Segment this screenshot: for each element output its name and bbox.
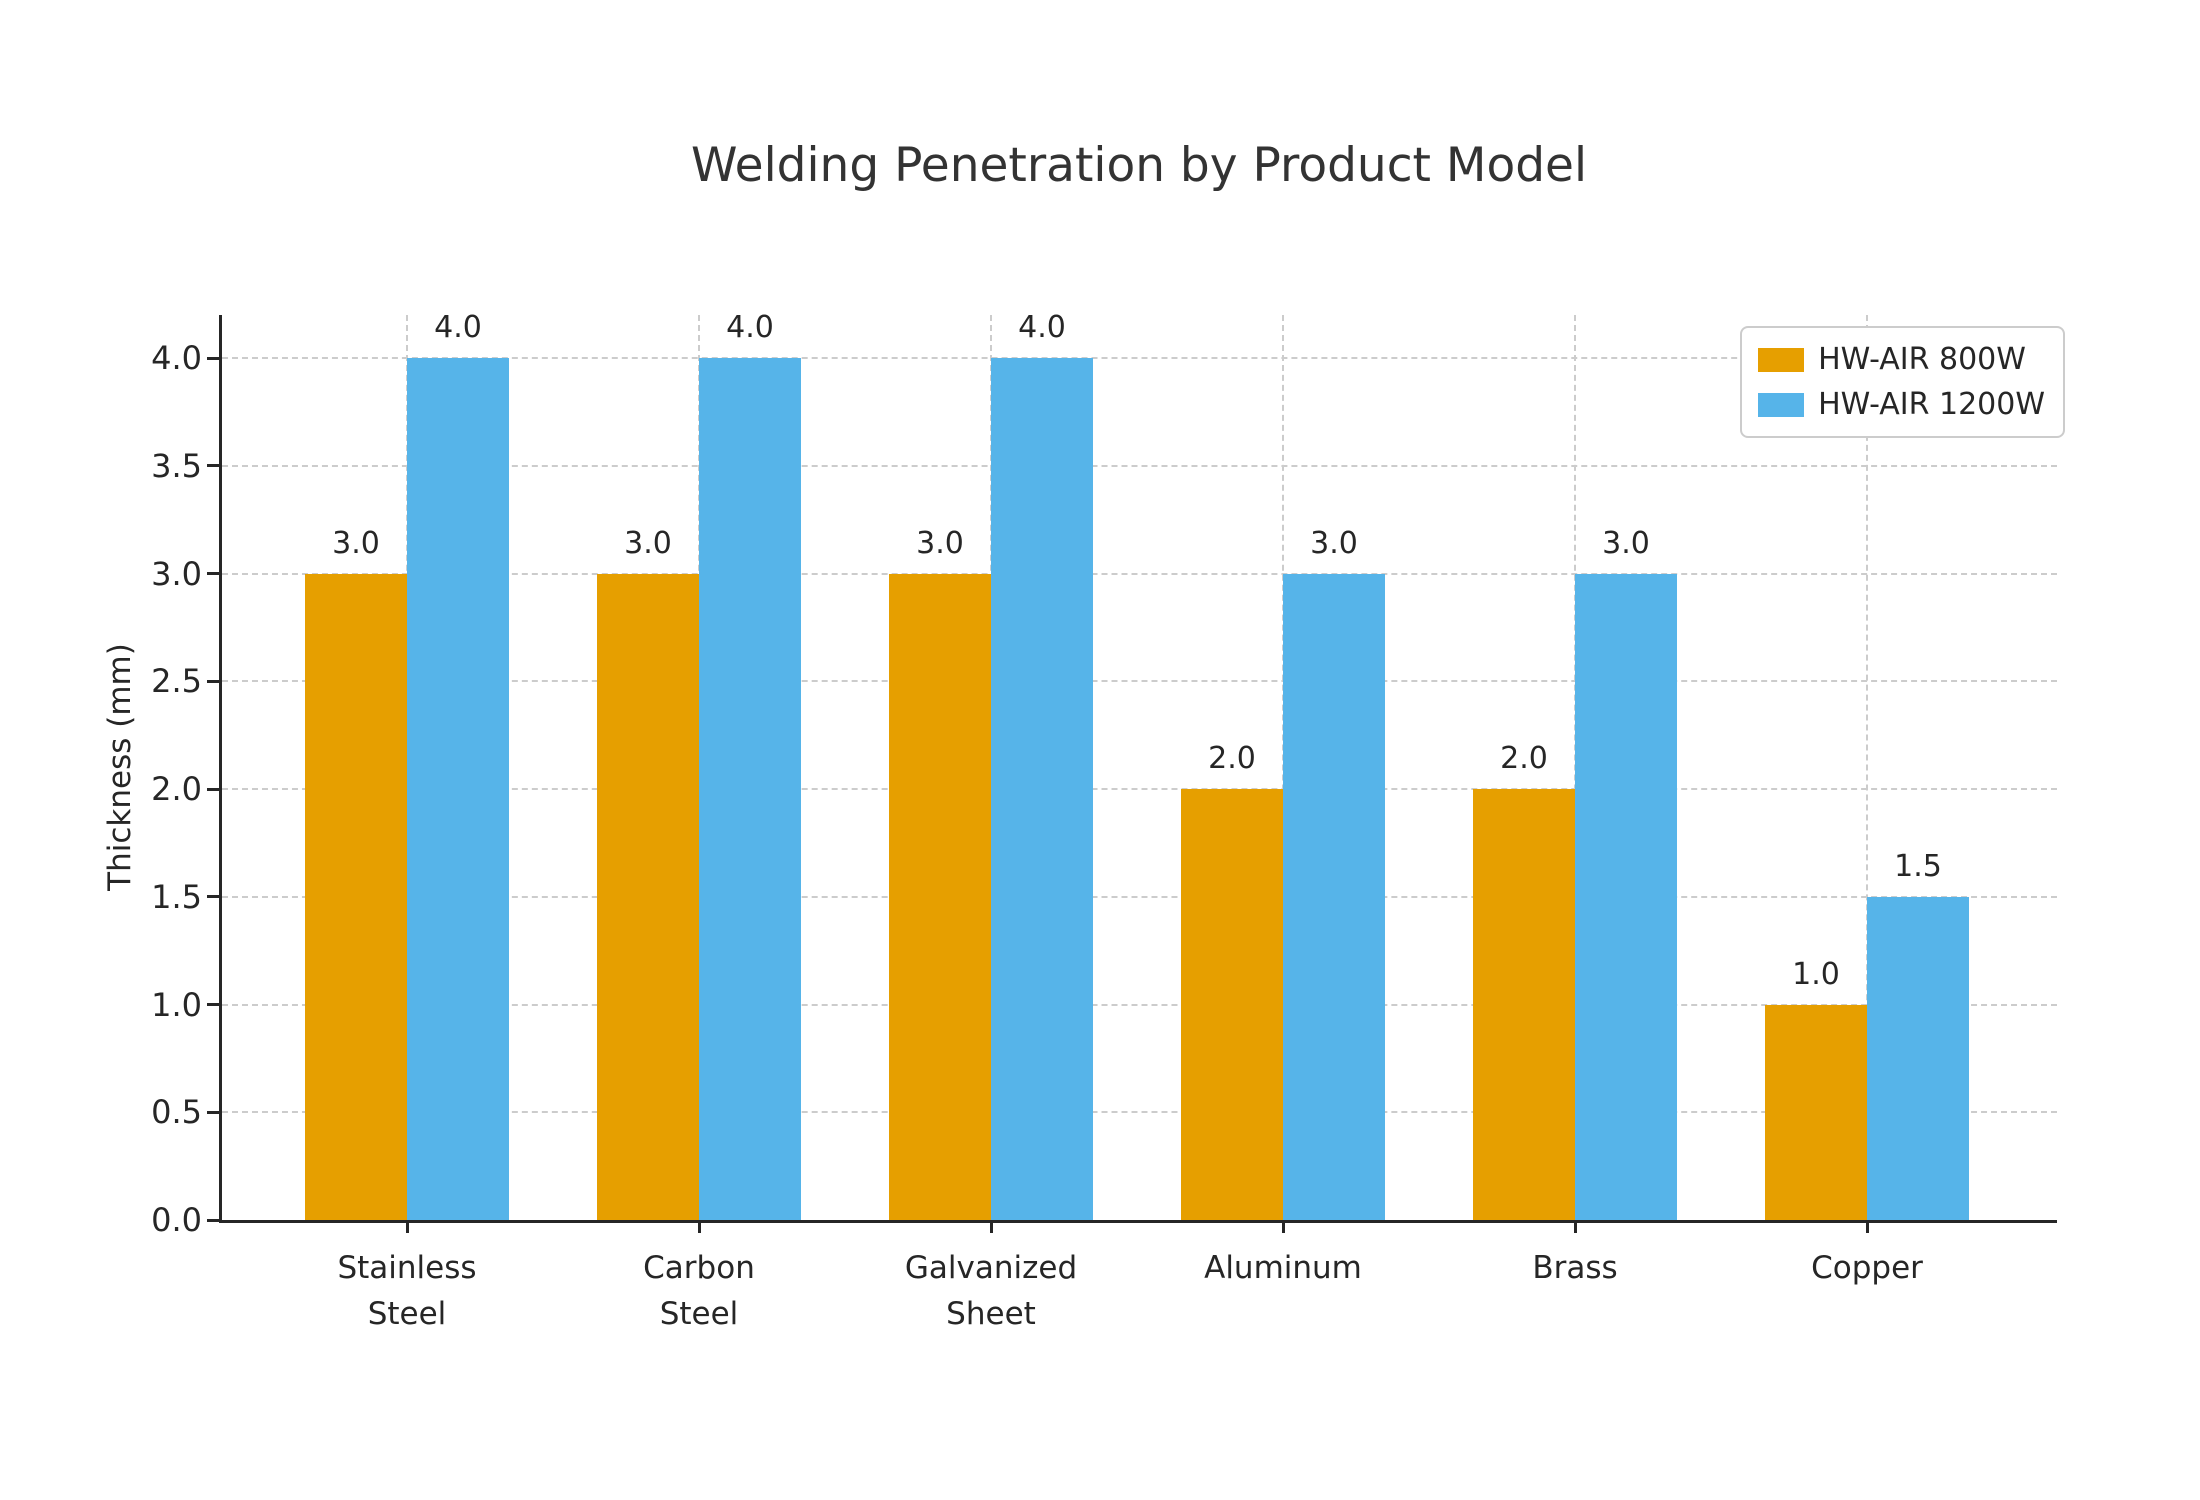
horizontal-gridline bbox=[222, 464, 2057, 467]
bar bbox=[305, 573, 407, 1220]
x-axis-tick bbox=[697, 1223, 701, 1233]
y-tick-label: 3.0 bbox=[151, 554, 202, 593]
y-axis-tick bbox=[207, 787, 219, 791]
bar-value-label: 2.0 bbox=[1500, 741, 1548, 777]
bar bbox=[1867, 896, 1969, 1220]
y-tick-label: 2.5 bbox=[151, 662, 202, 701]
y-axis-tick bbox=[207, 356, 219, 360]
y-axis-tick bbox=[207, 679, 219, 683]
bar bbox=[597, 573, 699, 1220]
bar-value-label: 1.5 bbox=[1894, 848, 1942, 884]
x-axis-spine bbox=[219, 1220, 2057, 1223]
plot-area: 3.0 4.0 3.0 4.0 3.0 4.0 2.0 3.0 2.0 3.0 1.0 1.5 bbox=[207, 310, 2057, 1233]
bar-value-label: 4.0 bbox=[726, 310, 774, 346]
horizontal-gridline bbox=[222, 1111, 2057, 1114]
bar bbox=[699, 358, 801, 1220]
x-axis-tick bbox=[1281, 1223, 1285, 1233]
x-axis-tick bbox=[1573, 1223, 1577, 1233]
bar bbox=[1473, 789, 1575, 1220]
x-tick-label: Galvanized Sheet bbox=[904, 1250, 1078, 1332]
horizontal-gridline bbox=[222, 895, 2057, 898]
bar bbox=[1283, 573, 1385, 1220]
legend-swatch bbox=[1758, 392, 1805, 417]
bar-value-label: 3.0 bbox=[916, 525, 964, 561]
bar bbox=[991, 358, 1093, 1220]
x-tick-label: Stainless Steel bbox=[337, 1250, 477, 1332]
vertical-gridline bbox=[1866, 315, 1868, 1220]
y-axis-tick bbox=[207, 1218, 219, 1222]
x-tick-label: Aluminum bbox=[1204, 1250, 1362, 1286]
bar bbox=[407, 358, 509, 1220]
y-tick-label: 2.0 bbox=[151, 770, 202, 809]
legend-label: HW-AIR 800W bbox=[1818, 342, 2026, 377]
bar bbox=[889, 573, 991, 1220]
y-tick-label: 1.5 bbox=[151, 877, 202, 916]
bar-value-label: 4.0 bbox=[1018, 310, 1066, 346]
y-axis-spine bbox=[219, 315, 222, 1220]
x-tick-label: Brass bbox=[1532, 1250, 1618, 1286]
horizontal-gridline bbox=[222, 1003, 2057, 1006]
y-axis-tick bbox=[207, 464, 219, 468]
y-tick-label: 4.0 bbox=[151, 339, 202, 378]
bar-value-label: 3.0 bbox=[624, 525, 672, 561]
horizontal-gridline bbox=[222, 357, 2057, 360]
y-tick-label: 1.0 bbox=[151, 985, 202, 1024]
y-axis-label: Thickness (mm) bbox=[102, 643, 138, 891]
x-axis-tick bbox=[989, 1223, 993, 1233]
horizontal-gridline bbox=[222, 788, 2057, 791]
bar-value-label: 3.0 bbox=[332, 525, 380, 561]
legend-item: HW-AIR 1200W bbox=[1758, 387, 2045, 422]
y-axis-tick bbox=[207, 895, 219, 899]
x-tick-label: Copper bbox=[1811, 1250, 1923, 1286]
chart-title: Welding Penetration by Product Model bbox=[690, 138, 1588, 193]
y-tick-label: 0.0 bbox=[151, 1201, 202, 1239]
y-tick-label: 3.5 bbox=[151, 446, 202, 485]
x-axis-tick bbox=[1865, 1223, 1869, 1233]
bar-value-label: 3.0 bbox=[1310, 525, 1358, 561]
y-axis-tick bbox=[207, 572, 219, 576]
x-axis-tick bbox=[405, 1223, 409, 1233]
legend: HW-AIR 800W HW-AIR 1200W bbox=[1740, 326, 2065, 438]
bar bbox=[1181, 789, 1283, 1220]
x-tick-label: Carbon Steel bbox=[643, 1250, 755, 1332]
bar bbox=[1765, 1004, 1867, 1220]
bar-value-label: 2.0 bbox=[1208, 741, 1256, 777]
y-axis-tick bbox=[207, 1110, 219, 1114]
horizontal-gridline bbox=[222, 680, 2057, 683]
bar-value-label: 4.0 bbox=[434, 310, 482, 346]
legend-label: HW-AIR 1200W bbox=[1818, 387, 2045, 422]
legend-item: HW-AIR 800W bbox=[1758, 342, 2045, 377]
bar-value-label: 1.0 bbox=[1792, 956, 1840, 992]
y-tick-label: 0.5 bbox=[151, 1093, 202, 1132]
y-axis-tick bbox=[207, 1003, 219, 1007]
bar bbox=[1575, 573, 1677, 1220]
horizontal-gridline bbox=[222, 572, 2057, 575]
legend-swatch bbox=[1758, 347, 1805, 372]
bar-value-label: 3.0 bbox=[1602, 525, 1650, 561]
